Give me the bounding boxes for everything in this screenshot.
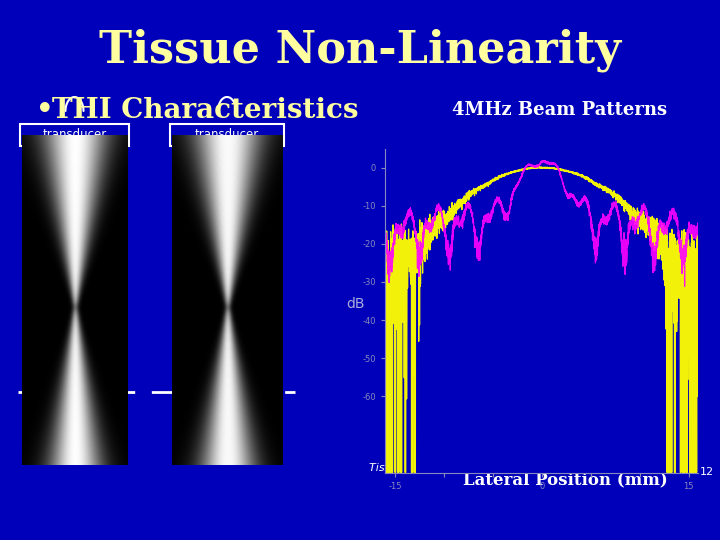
Text: 4MHz Beam Patterns: 4MHz Beam Patterns <box>452 101 667 119</box>
Text: transducer: transducer <box>42 129 107 141</box>
Text: •: • <box>35 93 55 126</box>
Text: 12: 12 <box>700 467 714 477</box>
Bar <box>20 124 129 146</box>
Text: Tissue Harmonic Imaging: Tissue Harmonic Imaging <box>369 463 510 473</box>
Y-axis label: dB: dB <box>346 296 365 310</box>
Text: Tissue Non-Linearity: Tissue Non-Linearity <box>99 28 621 72</box>
Bar <box>170 124 284 146</box>
Text: Lateral Position (mm): Lateral Position (mm) <box>463 471 667 489</box>
Text: THI Characteristics: THI Characteristics <box>52 97 359 124</box>
Text: transducer: transducer <box>195 129 259 141</box>
